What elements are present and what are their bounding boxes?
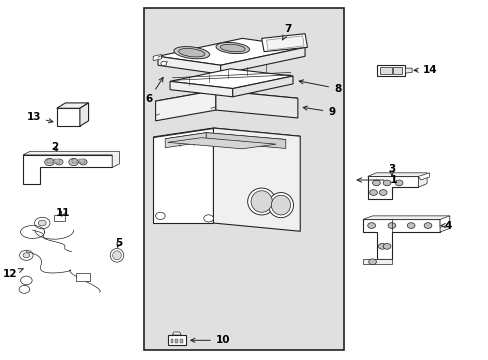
Polygon shape — [155, 90, 297, 109]
Circle shape — [387, 223, 395, 228]
Ellipse shape — [220, 44, 244, 52]
Circle shape — [394, 180, 402, 186]
Polygon shape — [439, 216, 449, 227]
Polygon shape — [392, 67, 402, 74]
Polygon shape — [180, 338, 183, 343]
Polygon shape — [54, 159, 60, 163]
Bar — [143, 8, 343, 350]
Polygon shape — [170, 69, 292, 89]
Circle shape — [161, 61, 166, 66]
Circle shape — [423, 223, 431, 228]
Ellipse shape — [112, 251, 121, 260]
Text: 10: 10 — [190, 335, 230, 345]
Polygon shape — [206, 133, 285, 148]
Text: 9: 9 — [303, 106, 335, 117]
Polygon shape — [72, 159, 77, 163]
Polygon shape — [23, 155, 112, 184]
Polygon shape — [80, 103, 88, 126]
Polygon shape — [158, 39, 305, 65]
Circle shape — [383, 243, 390, 249]
Ellipse shape — [110, 248, 123, 262]
Circle shape — [35, 217, 50, 229]
Text: 6: 6 — [145, 77, 163, 104]
Circle shape — [407, 223, 414, 228]
Ellipse shape — [250, 191, 272, 212]
Text: 13: 13 — [26, 112, 53, 123]
Polygon shape — [362, 259, 391, 264]
Polygon shape — [153, 128, 213, 223]
Circle shape — [369, 190, 377, 195]
Polygon shape — [57, 108, 80, 126]
Text: 8: 8 — [299, 80, 341, 94]
Circle shape — [203, 215, 213, 222]
Circle shape — [367, 223, 375, 228]
Polygon shape — [362, 220, 439, 259]
Polygon shape — [266, 36, 304, 50]
Polygon shape — [165, 133, 206, 148]
Polygon shape — [405, 68, 411, 73]
Text: 1: 1 — [356, 175, 396, 185]
Polygon shape — [153, 54, 161, 60]
Polygon shape — [167, 335, 185, 345]
Polygon shape — [57, 103, 88, 108]
Ellipse shape — [174, 46, 209, 59]
Polygon shape — [170, 338, 173, 343]
Circle shape — [19, 285, 30, 293]
Polygon shape — [232, 76, 292, 97]
Circle shape — [379, 190, 386, 195]
Polygon shape — [23, 151, 119, 167]
Text: 12: 12 — [3, 269, 23, 279]
Circle shape — [79, 159, 87, 165]
Polygon shape — [153, 128, 300, 145]
Polygon shape — [47, 159, 53, 163]
Circle shape — [20, 276, 32, 285]
Circle shape — [39, 220, 46, 226]
Polygon shape — [213, 128, 300, 231]
Polygon shape — [380, 67, 391, 74]
Polygon shape — [261, 34, 307, 51]
Ellipse shape — [268, 193, 293, 218]
Text: 2: 2 — [51, 142, 58, 152]
Polygon shape — [54, 215, 65, 221]
Text: 3: 3 — [387, 163, 395, 176]
Polygon shape — [175, 338, 178, 343]
Text: 4: 4 — [440, 221, 451, 230]
Ellipse shape — [178, 49, 204, 57]
Polygon shape — [158, 56, 220, 74]
Text: 14: 14 — [413, 65, 437, 75]
Text: 7: 7 — [282, 24, 291, 40]
Ellipse shape — [247, 188, 275, 215]
Polygon shape — [76, 273, 90, 281]
Ellipse shape — [271, 195, 290, 215]
Circle shape — [44, 158, 54, 166]
Polygon shape — [167, 138, 276, 149]
Circle shape — [69, 158, 78, 166]
Polygon shape — [170, 81, 232, 97]
Polygon shape — [215, 90, 297, 118]
Polygon shape — [377, 64, 405, 76]
Ellipse shape — [216, 42, 249, 54]
Circle shape — [20, 250, 33, 260]
Polygon shape — [79, 159, 85, 163]
Polygon shape — [367, 173, 426, 187]
Polygon shape — [367, 176, 418, 199]
Text: 5: 5 — [115, 238, 122, 248]
Text: 11: 11 — [56, 208, 70, 218]
Polygon shape — [362, 216, 449, 232]
Circle shape — [378, 243, 386, 249]
Circle shape — [55, 159, 63, 165]
Polygon shape — [172, 332, 181, 335]
Circle shape — [372, 180, 380, 186]
Circle shape — [368, 259, 376, 265]
Circle shape — [155, 212, 165, 220]
Polygon shape — [155, 90, 215, 121]
Circle shape — [23, 253, 30, 258]
Polygon shape — [220, 47, 305, 74]
Polygon shape — [418, 173, 428, 180]
Polygon shape — [165, 133, 285, 145]
Circle shape — [383, 180, 390, 186]
